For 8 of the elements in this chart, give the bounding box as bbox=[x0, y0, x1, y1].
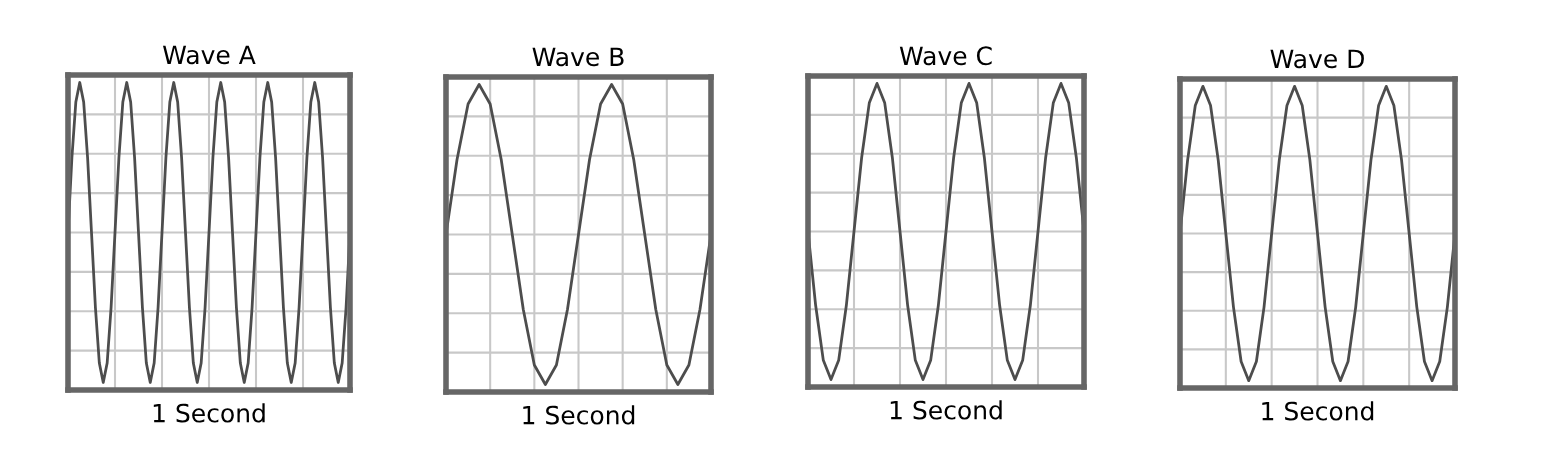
chart-title: Wave A bbox=[163, 45, 256, 65]
x-axis-title: 1 Second bbox=[1262, 401, 1374, 421]
chart-title: Wave D bbox=[1270, 49, 1364, 69]
chart-title: Wave C bbox=[899, 46, 992, 66]
chart-title: Wave B bbox=[532, 47, 624, 67]
x-axis-title: 1 Second bbox=[890, 400, 1002, 420]
x-axis-title: 1 Second bbox=[523, 405, 635, 425]
x-axis-title: 1 Second bbox=[153, 403, 265, 423]
